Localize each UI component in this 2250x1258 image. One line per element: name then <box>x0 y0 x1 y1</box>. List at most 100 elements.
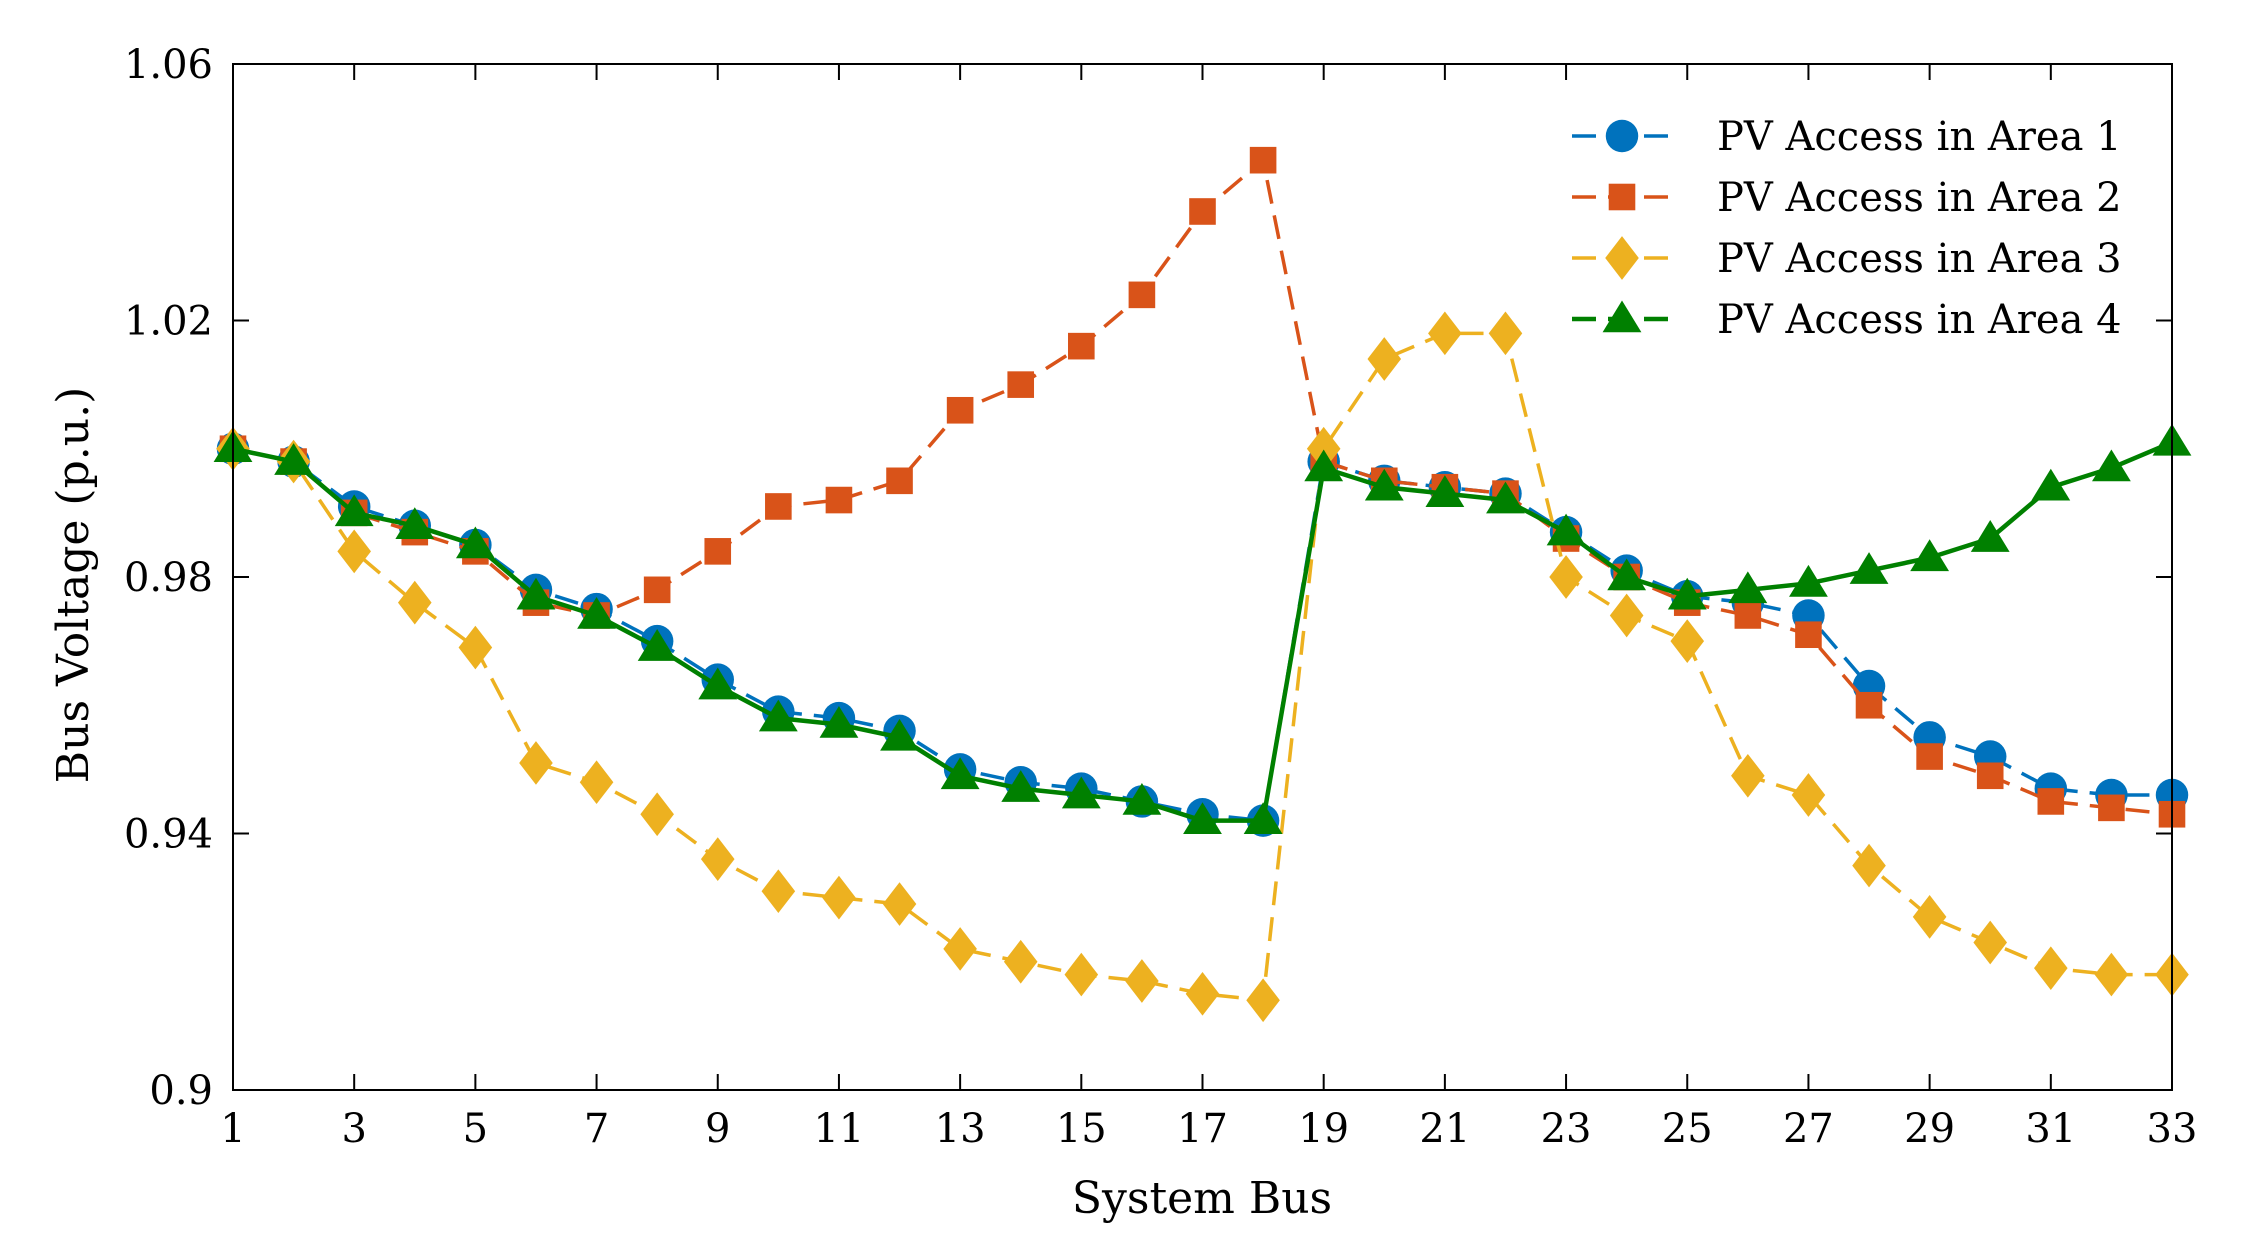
series-4-point-24 <box>1607 558 1647 591</box>
series-2-point-27 <box>1795 621 1822 649</box>
series-4-point-3 <box>334 494 374 527</box>
series-4-point-29 <box>1910 539 1950 572</box>
series-3-point-4 <box>397 580 432 625</box>
series-1 <box>216 432 2189 837</box>
legend-label-1: PV Access in Area 1 <box>1717 114 2122 160</box>
series-4-point-12 <box>880 718 919 751</box>
series-2-point-26 <box>1734 602 1762 629</box>
axes: 1 3 5 7 9 11 13 15 17 19 21 23 25 27 29 31 330.90.940.98… <box>124 42 2198 1152</box>
series-3-point-20 <box>1367 337 1402 381</box>
series-3-point-30 <box>1973 920 2008 965</box>
x-tick-label-9: 9 <box>705 1106 730 1152</box>
series-3-point-15 <box>1064 952 1099 997</box>
series-4-point-11 <box>819 706 859 738</box>
x-tick-label-15: 15 <box>1056 1106 1107 1152</box>
series-3-point-32 <box>2094 952 2129 997</box>
series-3-point-7 <box>579 760 614 805</box>
series-3-point-16 <box>1125 959 1159 1003</box>
series-2-point-14 <box>1007 371 1035 398</box>
x-tick-label-3: 3 <box>341 1106 366 1152</box>
series-4 <box>213 423 2192 834</box>
legend-label-4: PV Access in Area 4 <box>1717 297 2122 343</box>
series-4-point-32 <box>2092 449 2131 482</box>
legend-entry-4: PV Access in Area 4 <box>1572 297 2122 343</box>
series-4-point-6 <box>516 577 556 610</box>
x-tick-label-21: 21 <box>1419 1106 1470 1152</box>
x-tick-label-27: 27 <box>1783 1106 1834 1152</box>
series-2-point-28 <box>1855 691 1883 719</box>
series-4-point-25 <box>1667 577 1707 610</box>
y-tick-label-0: 0.9 <box>149 1068 213 1114</box>
series-4-point-2 <box>274 443 313 475</box>
series-3-point-28 <box>1852 843 1886 888</box>
series-4-point-15 <box>1061 776 1101 809</box>
series-2-point-31 <box>2037 788 2065 815</box>
series-3-point-14 <box>1003 939 1038 984</box>
y-tick-label-2: 0.98 <box>124 555 213 601</box>
series-3-point-24 <box>1609 593 1644 638</box>
series-4-point-13 <box>940 757 980 790</box>
x-tick-label-1: 1 <box>220 1106 245 1152</box>
series-3-point-26 <box>1731 753 1765 798</box>
series-4-point-31 <box>2031 468 2071 501</box>
series-3-point-22 <box>1488 311 1523 356</box>
series-4-point-7 <box>577 596 616 629</box>
series-4-point-10 <box>758 699 798 732</box>
legend-label-2: PV Access in Area 2 <box>1717 175 2122 221</box>
plot-area <box>213 146 2192 1023</box>
legend-label-3: PV Access in Area 3 <box>1717 236 2122 282</box>
legend-marker-1 <box>1605 119 1639 153</box>
series-2-point-10 <box>765 493 792 520</box>
series-4-point-14 <box>1001 770 1041 802</box>
series-4-point-4 <box>395 507 435 540</box>
series-3-point-29 <box>1912 895 1947 939</box>
series-4-point-27 <box>1789 564 1828 597</box>
series-2-point-11 <box>825 486 853 514</box>
series-2-point-30 <box>1976 762 2004 790</box>
series-3-point-9 <box>700 837 735 881</box>
series-2-point-18 <box>1249 146 1277 174</box>
series-4-point-22 <box>1486 481 1525 514</box>
series-4-point-21 <box>1425 475 1465 507</box>
series-3-point-11 <box>822 875 856 920</box>
series-2-point-32 <box>2098 794 2125 822</box>
x-tick-label-19: 19 <box>1298 1106 1349 1152</box>
series-3-point-5 <box>458 625 493 670</box>
series-2-point-16 <box>1128 281 1156 309</box>
series-3-point-8 <box>640 792 674 837</box>
series-2-point-9 <box>704 538 732 565</box>
series-4-point-26 <box>1728 571 1768 604</box>
series-3-point-19 <box>1306 426 1341 471</box>
series-3-point-6 <box>519 741 553 785</box>
series-4-point-16 <box>1122 782 1162 815</box>
legend-entry-3: PV Access in Area 3 <box>1572 236 2122 282</box>
y-tick-label-1: 0.94 <box>124 812 213 858</box>
series-3-point-3 <box>337 529 371 574</box>
series-4-point-9 <box>698 667 738 700</box>
legend-entry-1: PV Access in Area 1 <box>1572 114 2122 160</box>
x-tick-label-13: 13 <box>935 1106 986 1152</box>
series-2-point-29 <box>1916 743 1943 770</box>
series-3-point-12 <box>882 882 917 926</box>
x-tick-label-23: 23 <box>1541 1106 1592 1152</box>
x-tick-label-29: 29 <box>1904 1106 1955 1152</box>
x-axis-title: System Bus <box>1072 1173 1332 1224</box>
series-3-point-23 <box>1549 555 1583 599</box>
legend-marker-2 <box>1608 183 1636 211</box>
series-2-point-13 <box>946 396 974 424</box>
series-3 <box>216 311 2189 1023</box>
series-3-point-18 <box>1246 978 1280 1023</box>
series-4-point-28 <box>1849 552 1889 584</box>
series-2-point-12 <box>886 467 913 495</box>
y-tick-label-4: 1.06 <box>124 42 213 88</box>
x-tick-label-31: 31 <box>2025 1106 2076 1152</box>
y-axis-title: Bus Voltage (p.u.) <box>48 387 99 783</box>
x-tick-label-11: 11 <box>813 1106 864 1152</box>
series-2-point-8 <box>643 576 671 604</box>
x-tick-label-5: 5 <box>463 1106 488 1152</box>
legend: PV Access in Area 1 PV Access in Area 2 PV… <box>1572 114 2122 343</box>
x-tick-label-25: 25 <box>1662 1106 1713 1152</box>
series-3-point-31 <box>2034 946 2068 991</box>
legend-entry-2: PV Access in Area 2 <box>1572 175 2122 221</box>
